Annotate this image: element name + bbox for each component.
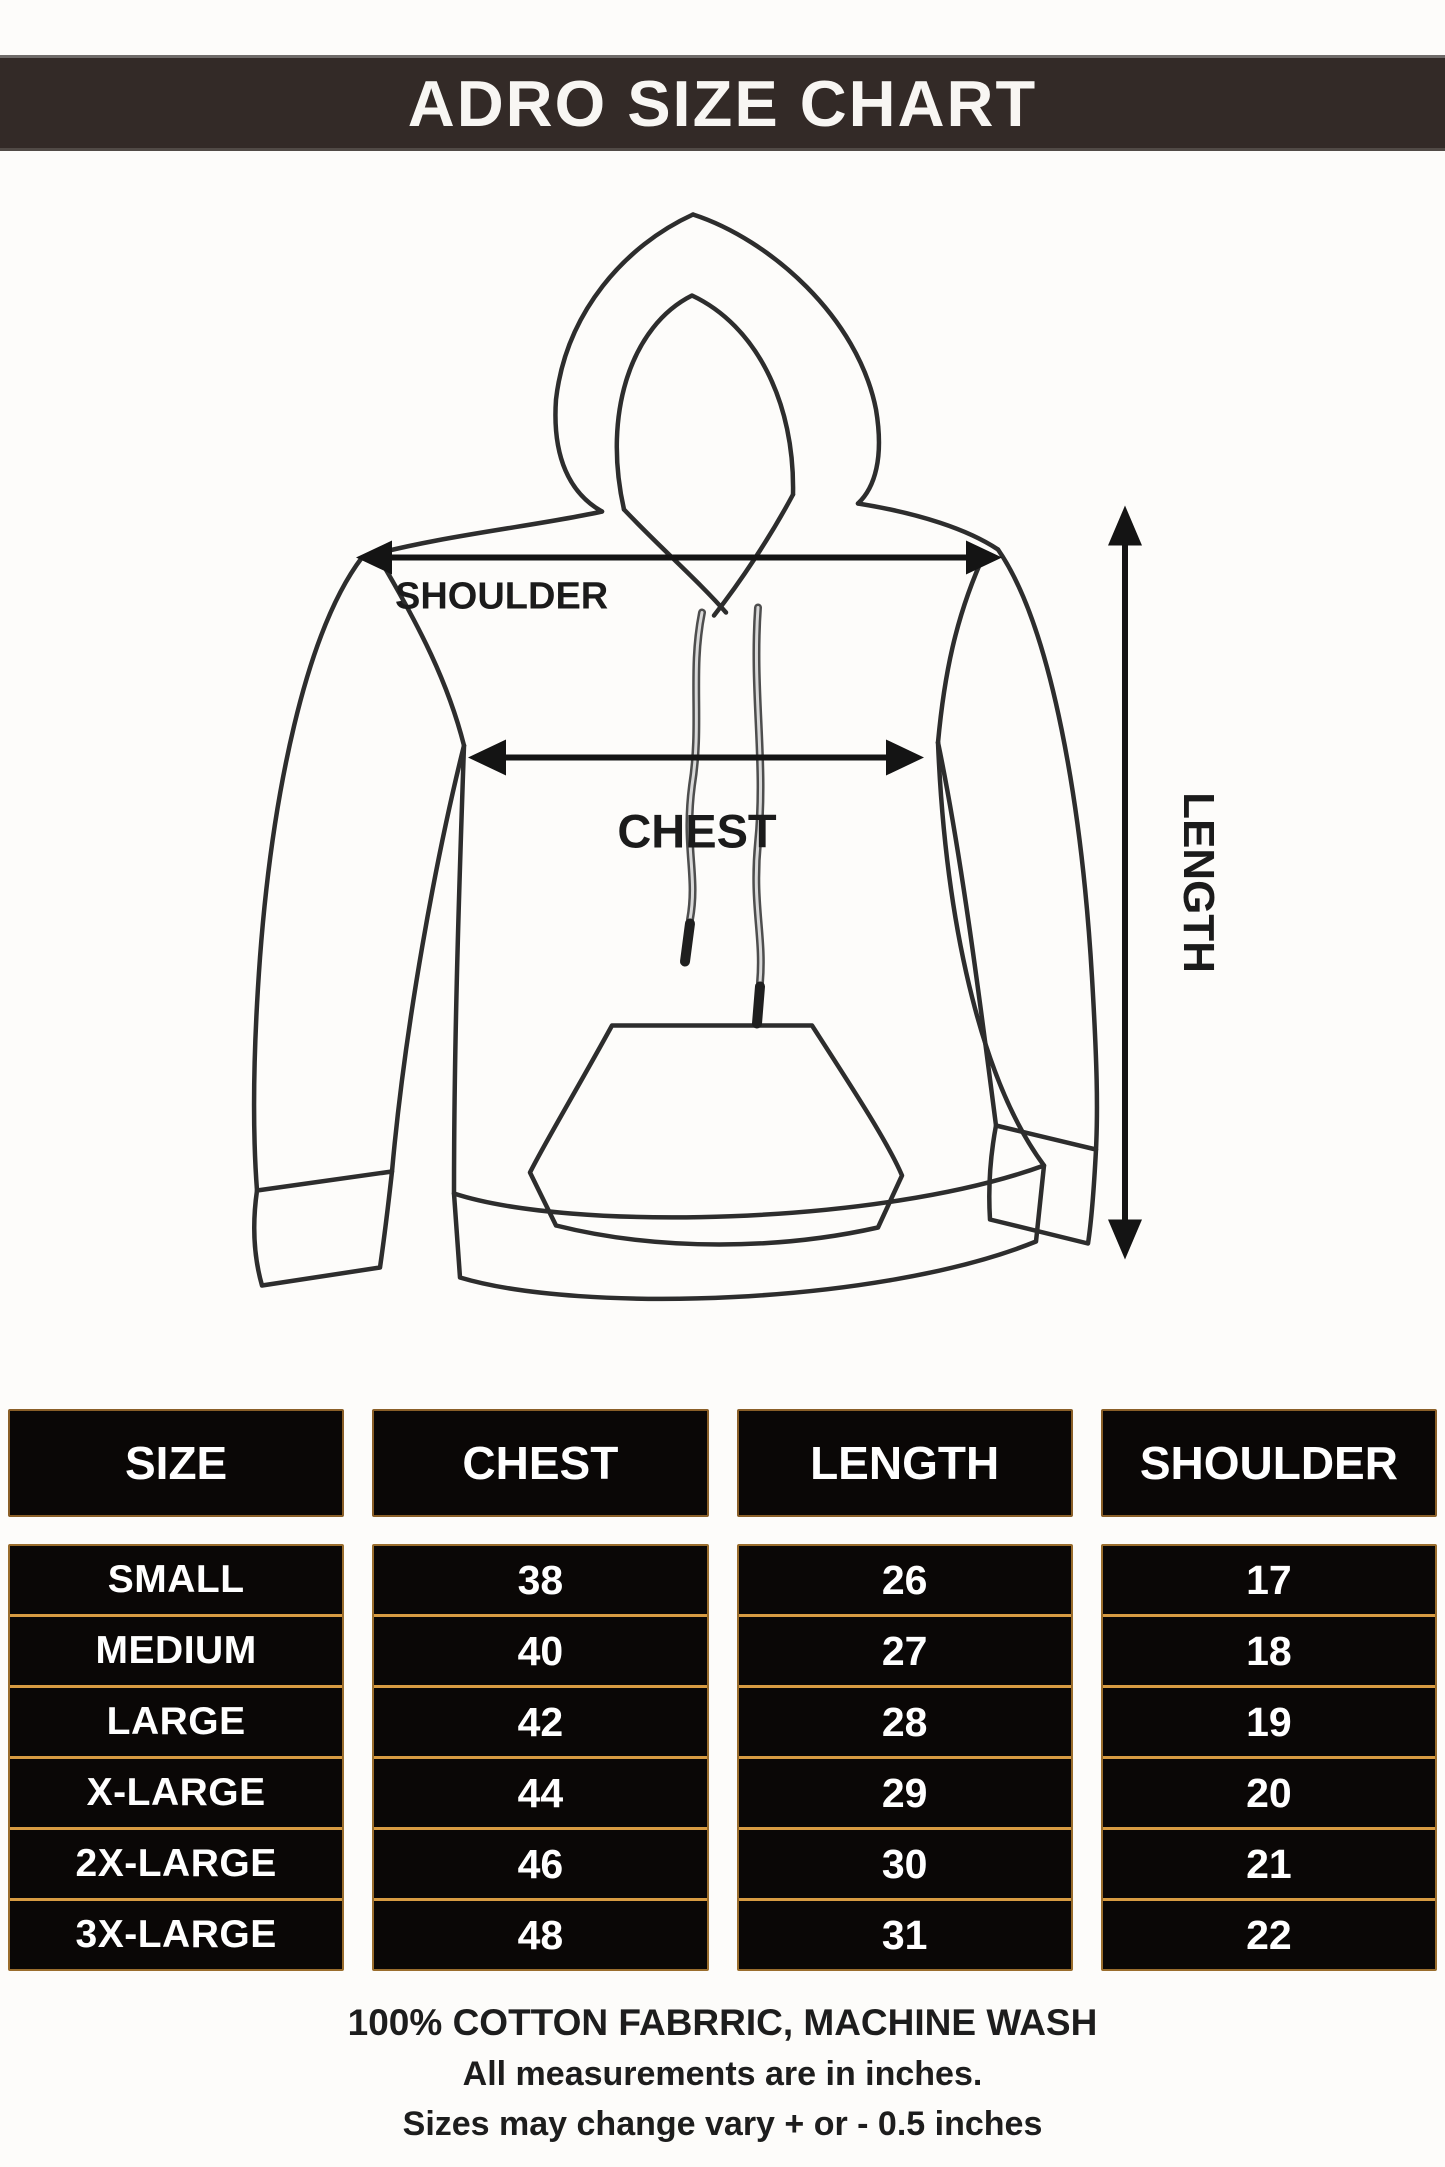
left-arm-outer bbox=[251, 555, 365, 1193]
chest-label: CHEST bbox=[617, 805, 777, 858]
table-cell-chest: 38 bbox=[517, 1556, 564, 1603]
drawstring-left-tip bbox=[680, 918, 695, 967]
table-cell-length: 28 bbox=[738, 1685, 1071, 1756]
hoodie-line-art: SHOULDER CHEST LENGTH bbox=[251, 212, 1223, 1302]
collar-v-left bbox=[621, 507, 729, 615]
shoulder-arrowhead-right bbox=[966, 540, 1002, 575]
drawstring-right-highlight bbox=[754, 606, 763, 984]
armhole-seam-right bbox=[935, 550, 988, 745]
fabric-note: 100% COTTON FABRRIC, MACHINE WASH bbox=[347, 2002, 1098, 2043]
table-cell-size: 2X-LARGE bbox=[10, 1827, 343, 1898]
column-header-size: SIZE bbox=[8, 1409, 345, 1517]
body-seam-left bbox=[451, 743, 467, 1196]
drawstring-left-highlight bbox=[687, 611, 704, 921]
table-cell-shoulder: 22 bbox=[1102, 1898, 1435, 1969]
kangaroo-pocket bbox=[527, 1023, 905, 1247]
table-cell-size: MEDIUM bbox=[10, 1614, 343, 1685]
right-arm-outer bbox=[995, 547, 1100, 1152]
table-cell-length: 29 bbox=[738, 1756, 1071, 1827]
left-cuff bbox=[252, 1169, 395, 1288]
left-arm-inner bbox=[389, 743, 467, 1174]
table-cell-length: 31 bbox=[738, 1898, 1071, 1969]
column-header-shoulder: SHOULDER bbox=[1100, 1409, 1437, 1517]
hoodie-measurement-diagram: SHOULDER CHEST LENGTH bbox=[0, 155, 1445, 1320]
table-cell-size: SMALL bbox=[107, 1558, 245, 1601]
right-arm-inner bbox=[935, 740, 999, 1128]
length-column: 26 27 28 29 30 31 bbox=[736, 1544, 1073, 1971]
shoulder-label: SHOULDER bbox=[395, 576, 608, 618]
table-cell-length: 26 bbox=[881, 1556, 928, 1603]
tolerance-note: Sizes may change vary + or - 0.5 inches bbox=[402, 2105, 1043, 2143]
size-column: SMALL MEDIUM LARGE X-LARGE 2X-LARGE 3X-L… bbox=[8, 1544, 345, 1971]
table-cell-chest: 44 bbox=[374, 1756, 707, 1827]
units-note: All measurements are in inches. bbox=[462, 2055, 983, 2093]
drawstring-right-tip bbox=[752, 981, 765, 1029]
page-title: ADRO SIZE CHART bbox=[407, 66, 1038, 140]
shoulder-column: 17 18 19 20 21 22 bbox=[1100, 1544, 1437, 1971]
table-cell-shoulder: 18 bbox=[1102, 1614, 1435, 1685]
table-cell-shoulder: 20 bbox=[1102, 1756, 1435, 1827]
table-cell-size: 3X-LARGE bbox=[10, 1898, 343, 1969]
table-cell-size: LARGE bbox=[10, 1685, 343, 1756]
hood-inner-opening bbox=[614, 293, 796, 512]
table-cell-chest: 46 bbox=[374, 1827, 707, 1898]
table-cell-chest: 40 bbox=[374, 1614, 707, 1685]
shoulder-left bbox=[359, 509, 605, 560]
table-cell-shoulder: 19 bbox=[1102, 1685, 1435, 1756]
length-label: LENGTH bbox=[1174, 792, 1223, 973]
body-seam-right bbox=[935, 740, 1047, 1168]
length-arrowhead-bottom bbox=[1108, 1219, 1142, 1260]
table-cell-size: X-LARGE bbox=[10, 1756, 343, 1827]
shoulder-right bbox=[855, 501, 1001, 552]
table-cell-shoulder: 17 bbox=[1246, 1556, 1292, 1603]
table-cell-length: 27 bbox=[738, 1614, 1071, 1685]
waistband bbox=[451, 1163, 1047, 1302]
hood-outer-left bbox=[553, 212, 696, 514]
footer-notes: 100% COTTON FABRRIC, MACHINE WASH All me… bbox=[0, 2002, 1445, 2144]
length-arrowhead-top bbox=[1108, 505, 1142, 546]
chest-arrowhead-right bbox=[886, 739, 924, 776]
table-cell-chest: 48 bbox=[374, 1898, 707, 1969]
title-bar: ADRO SIZE CHART bbox=[0, 55, 1445, 151]
shoulder-arrowhead-left bbox=[356, 540, 392, 575]
chest-arrowhead-left bbox=[468, 739, 506, 776]
hood-outer-right bbox=[690, 212, 882, 506]
chest-column: 38 40 42 44 46 48 bbox=[372, 1544, 709, 1971]
size-table: SIZE CHEST LENGTH SHOULDER SMALL MEDIUM … bbox=[8, 1409, 1437, 1971]
table-cell-shoulder: 21 bbox=[1102, 1827, 1435, 1898]
column-header-chest: CHEST bbox=[372, 1409, 709, 1517]
table-cell-length: 30 bbox=[738, 1827, 1071, 1898]
column-header-length: LENGTH bbox=[736, 1409, 1073, 1517]
table-cell-chest: 42 bbox=[374, 1685, 707, 1756]
armhole-seam-left bbox=[377, 557, 467, 748]
